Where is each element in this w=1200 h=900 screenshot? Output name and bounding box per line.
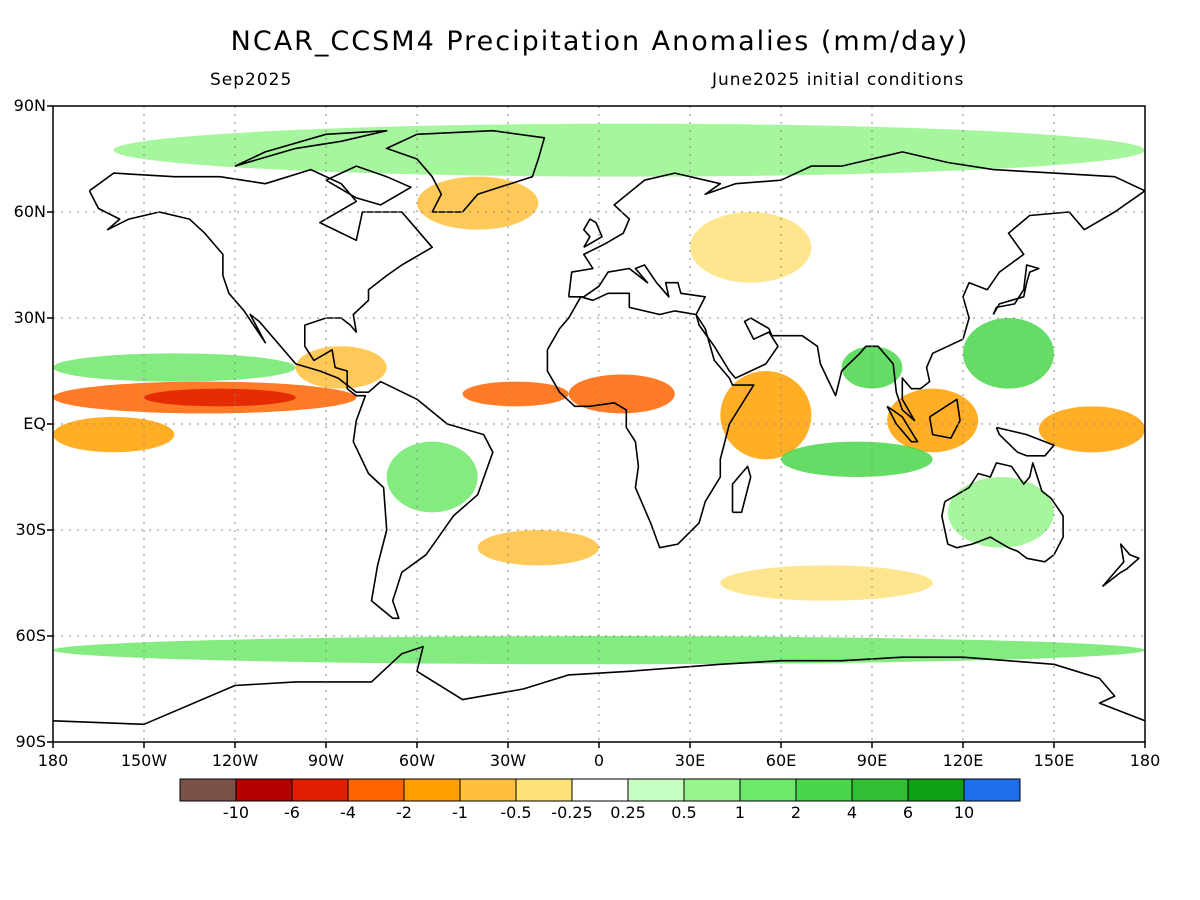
- lon-label: 90W: [307, 751, 345, 770]
- anomaly-region-12: [781, 441, 933, 478]
- coastline-0: [88, 168, 494, 620]
- lon-label: 60W: [398, 751, 436, 770]
- colorbar-swatch: [403, 778, 461, 802]
- coastline-6: [583, 218, 603, 248]
- lon-label: 30W: [489, 751, 527, 770]
- colorbar-swatch: [963, 778, 1021, 802]
- colorbar-label: 4: [846, 803, 858, 822]
- colorbar-label: 0.25: [610, 803, 646, 822]
- anomaly-region-16: [720, 565, 933, 601]
- coastline-13: [325, 165, 412, 206]
- colorbar-swatch: [515, 778, 573, 802]
- colorbar-swatch: [571, 778, 629, 802]
- colorbar-label: -1: [452, 803, 468, 822]
- lat-label: 30N: [13, 308, 46, 327]
- lon-label: 150E: [1033, 751, 1075, 770]
- anomaly-region-6: [568, 374, 675, 414]
- colorbar-label: -0.25: [551, 803, 593, 822]
- colorbar-label: 6: [902, 803, 914, 822]
- colorbar-swatch: [851, 778, 909, 802]
- lat-label: 90S: [15, 732, 46, 751]
- colorbar-label: 10: [953, 803, 975, 822]
- colorbar-swatch: [795, 778, 853, 802]
- colorbar-label: -0.5: [500, 803, 532, 822]
- lon-label: 0: [593, 751, 605, 770]
- anomaly-region-11: [963, 318, 1054, 389]
- lat-label: EQ: [23, 414, 46, 433]
- anomaly-region-1: [144, 388, 296, 407]
- lat-label: 90N: [13, 96, 46, 115]
- coastline-1: [385, 129, 546, 213]
- colorbar-label: 1: [734, 803, 746, 822]
- colorbar-label: -10: [222, 803, 250, 822]
- lon-label: 180: [37, 751, 69, 770]
- anomaly-region-17: [417, 176, 539, 230]
- anomaly-region-8: [887, 388, 979, 453]
- colorbar-swatch: [347, 778, 405, 802]
- graticule: [53, 106, 1145, 742]
- coastlines: [53, 129, 1145, 726]
- colorbar-label: -6: [284, 803, 300, 822]
- lon-label: 120E: [942, 751, 984, 770]
- colorbar-swatch: [627, 778, 685, 802]
- coastline-4: [941, 462, 1064, 563]
- coastline-8: [886, 405, 919, 443]
- axis-ticks: [47, 105, 1146, 748]
- colorbar-swatch: [179, 778, 237, 802]
- coastline-14: [234, 129, 388, 167]
- coastline-10: [995, 426, 1055, 457]
- coastline-2: [567, 151, 1145, 422]
- chart-title: NCAR_CCSM4 Precipitation Anomalies (mm/d…: [230, 26, 970, 57]
- colorbar-swatch: [291, 778, 349, 802]
- colorbar-label: -2: [396, 803, 412, 822]
- anomaly-region-5: [462, 381, 569, 407]
- colorbar-swatch: [683, 778, 741, 802]
- anomaly-region-18: [113, 123, 1145, 177]
- lon-label: 60E: [765, 751, 797, 770]
- colorbar-swatch: [235, 778, 293, 802]
- lat-label: 60S: [15, 626, 46, 645]
- coastline-3: [546, 292, 755, 549]
- anomaly-region-3: [53, 353, 296, 382]
- coastline-11: [731, 465, 752, 514]
- anomaly-region-9: [1038, 406, 1145, 453]
- anomaly-region-13: [386, 441, 478, 513]
- lon-label: 180: [1129, 751, 1161, 770]
- lon-label: 150W: [120, 751, 168, 770]
- colorbar-label: -4: [340, 803, 356, 822]
- coastline-12: [1101, 543, 1140, 588]
- lat-label: 60N: [13, 202, 46, 221]
- coastline-7: [992, 264, 1040, 315]
- coastline-9: [928, 398, 961, 439]
- anomaly-region-19: [690, 212, 812, 283]
- lat-label: 30S: [15, 520, 46, 539]
- colorbar-swatch: [907, 778, 965, 802]
- colorbar-label: 0.5: [671, 803, 697, 822]
- colorbar-swatch: [459, 778, 517, 802]
- anomaly-region-7: [720, 371, 812, 460]
- valid-month-label: Sep2025: [210, 70, 293, 90]
- colorbar-label: 2: [790, 803, 802, 822]
- lon-label: 120W: [211, 751, 259, 770]
- lon-label: 30E: [674, 751, 706, 770]
- coastline-5: [53, 645, 1145, 726]
- lon-label: 90E: [856, 751, 888, 770]
- initial-conditions-label: June2025 initial conditions: [712, 70, 965, 90]
- colorbar-swatch: [739, 778, 797, 802]
